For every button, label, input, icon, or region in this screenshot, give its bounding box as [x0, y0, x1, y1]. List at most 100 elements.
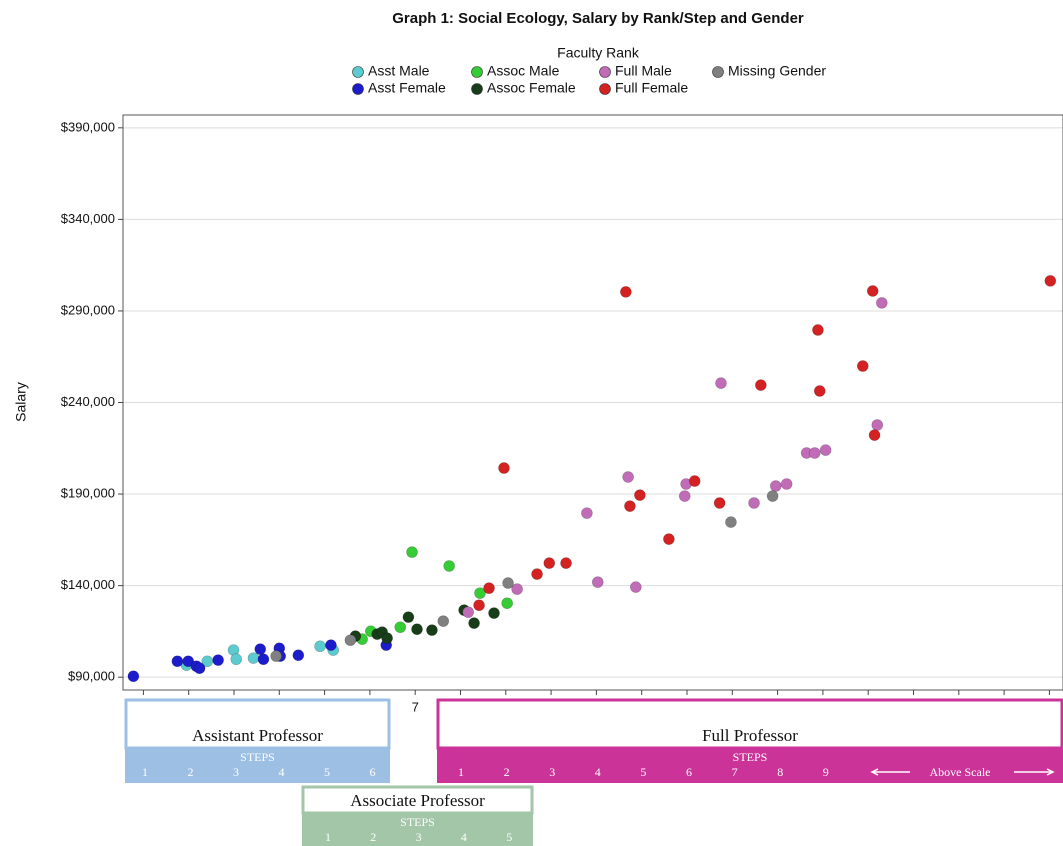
band-step: 9 [823, 765, 829, 779]
data-point [871, 419, 884, 431]
band-step: 1 [142, 765, 148, 779]
data-point [171, 655, 184, 668]
band-step: 6 [370, 765, 376, 779]
band-step: 8 [777, 765, 783, 779]
band-step: 6 [686, 765, 692, 779]
band-step: 4 [595, 765, 601, 779]
band-extra: Above Scale [930, 765, 991, 779]
data-point [620, 286, 632, 298]
legend-label: Assoc Male [487, 63, 560, 79]
data-point [769, 480, 782, 492]
plot-frame [122, 114, 1063, 691]
band-outline [301, 785, 534, 815]
x-tick-label: 7 [412, 699, 419, 714]
data-point [502, 577, 514, 589]
data-point [402, 611, 415, 623]
data-point [443, 560, 455, 572]
data-point [483, 582, 495, 594]
y-tick-label: $290,000 [61, 302, 115, 317]
data-point [254, 643, 267, 655]
legend-label: Assoc Female [487, 80, 576, 96]
data-point [501, 597, 513, 610]
data-point [688, 475, 701, 487]
band-step: 3 [416, 830, 422, 844]
legend-marker [352, 83, 364, 95]
band-step: 3 [549, 765, 555, 779]
data-point [543, 557, 556, 569]
legend-marker [471, 83, 483, 95]
band-step: 4 [461, 830, 467, 844]
y-tick-label: $140,000 [61, 577, 115, 592]
y-tick-label: $190,000 [61, 485, 115, 500]
chart-title: Graph 1: Social Ecology, Salary by Rank/… [392, 10, 804, 27]
data-point [715, 377, 727, 389]
data-point [381, 632, 393, 644]
data-point [212, 654, 224, 666]
data-point [748, 497, 760, 509]
data-point [531, 568, 543, 580]
y-axis-label: Salary [13, 382, 29, 422]
legend-label: Asst Male [368, 63, 430, 79]
legend-marker [599, 66, 611, 78]
data-point [819, 444, 832, 456]
data-point [394, 621, 407, 633]
data-point [624, 500, 636, 512]
band-step: 1 [458, 765, 464, 779]
legend-marker [471, 66, 483, 78]
data-point [488, 607, 500, 619]
data-point [808, 447, 821, 459]
data-point [560, 557, 572, 569]
data-point [498, 462, 510, 474]
data-point [462, 606, 474, 618]
data-point [678, 490, 691, 502]
data-point [630, 581, 642, 593]
band-steps-label: STEPS [240, 750, 275, 764]
band-steps-label: STEPS [400, 815, 435, 829]
y-tick-label: $390,000 [61, 119, 115, 134]
data-point [725, 516, 737, 528]
data-point [292, 649, 305, 662]
data-point [634, 489, 646, 501]
data-point [591, 576, 604, 588]
band-step: 2 [188, 765, 194, 779]
data-point [270, 650, 282, 662]
arrow-right [1014, 768, 1055, 776]
data-point [755, 379, 767, 391]
data-point [127, 670, 140, 683]
data-point [713, 497, 726, 509]
band-title: Associate Professor [350, 791, 485, 810]
data-point [581, 507, 593, 519]
data-point [193, 662, 206, 675]
y-tick-label: $240,000 [61, 394, 115, 409]
legend-title: Faculty Rank [557, 45, 640, 61]
data-point [344, 634, 357, 646]
data-point [325, 639, 337, 651]
band-step: 2 [504, 765, 510, 779]
data-point [406, 546, 418, 558]
band-step: 4 [279, 765, 285, 779]
band-step: 2 [370, 830, 376, 844]
data-point [868, 429, 881, 441]
data-point [426, 624, 438, 636]
data-point [473, 599, 485, 612]
data-point [663, 533, 675, 545]
data-point [1044, 275, 1057, 287]
band-step: 5 [640, 765, 646, 779]
data-point [182, 655, 195, 668]
band-outline [124, 698, 391, 750]
y-tick-label: $340,000 [61, 211, 115, 226]
legend-label: Full Female [615, 80, 688, 96]
band-outline [436, 698, 1063, 750]
legend-label: Full Male [615, 63, 672, 79]
legend-label: Missing Gender [728, 63, 826, 79]
band-step: 5 [324, 765, 330, 779]
band-fill [125, 748, 390, 783]
arrow-left [870, 768, 910, 776]
data-point [766, 490, 779, 502]
band-step: 5 [506, 830, 512, 844]
data-point [813, 385, 826, 397]
band-step: 1 [325, 830, 331, 844]
data-point [411, 623, 423, 636]
band-step: 7 [732, 765, 738, 779]
